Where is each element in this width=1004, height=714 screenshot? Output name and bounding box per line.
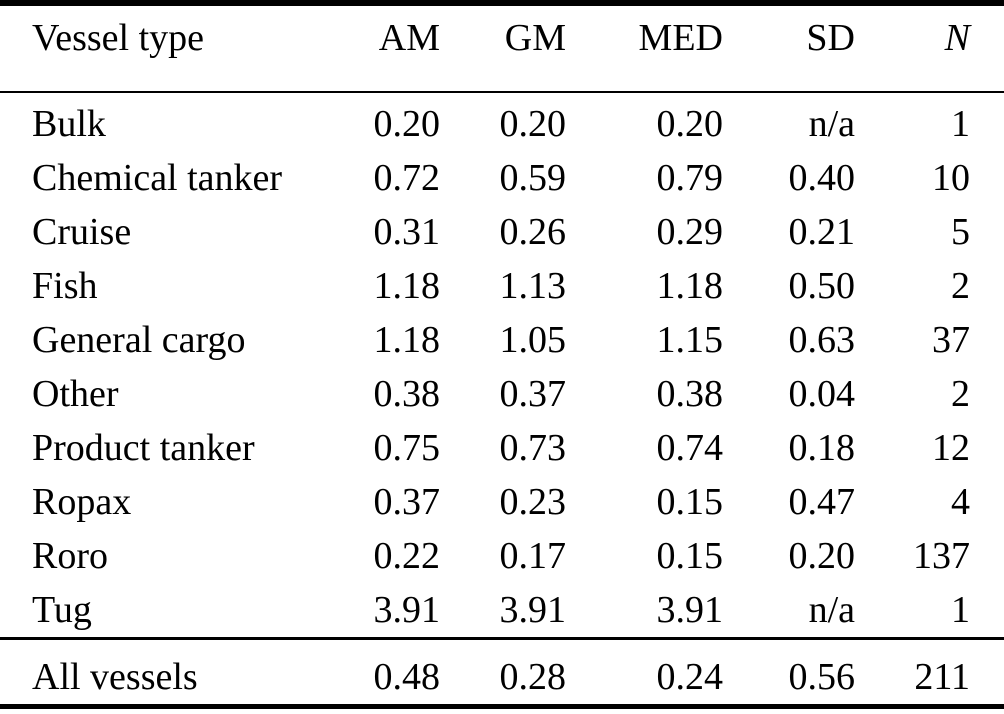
gm-cell: 0.73 <box>499 427 567 469</box>
table-row-other: Other 0.38 0.37 0.38 0.04 2 <box>0 367 1004 421</box>
med-cell: 0.20 <box>656 103 724 145</box>
vessel-type-cell: Ropax <box>32 481 132 523</box>
gm-cell: 1.05 <box>499 319 567 361</box>
sd-cell: n/a <box>808 103 855 145</box>
n-cell: 10 <box>932 157 970 199</box>
table-row-general-cargo: General cargo 1.18 1.05 1.15 0.63 37 <box>0 313 1004 367</box>
sd-cell: 0.56 <box>723 637 855 713</box>
table-body: Bulk 0.20 0.20 0.20 n/a 1 Chemical tanke… <box>0 92 1004 639</box>
vessel-type-cell: Fish <box>32 265 98 307</box>
vessel-type-cell: Roro <box>32 535 108 577</box>
n-cell: 12 <box>932 427 970 469</box>
n-cell: 211 <box>855 637 1004 713</box>
col-header-sd: SD <box>723 6 855 93</box>
med-cell: 0.24 <box>566 637 723 713</box>
col-header-n: N <box>855 6 1004 93</box>
sd-cell: 0.18 <box>788 427 856 469</box>
sd-cell: 0.04 <box>788 373 856 415</box>
gm-cell: 0.26 <box>499 211 567 253</box>
med-cell: 3.91 <box>656 589 724 631</box>
gm-cell: 0.37 <box>499 373 567 415</box>
am-cell: 0.48 <box>330 637 440 713</box>
am-cell: 0.37 <box>373 481 441 523</box>
med-cell: 0.79 <box>656 157 724 199</box>
am-cell: 0.31 <box>373 211 441 253</box>
gm-cell: 1.13 <box>499 265 567 307</box>
table-row-product-tanker: Product tanker 0.75 0.73 0.74 0.18 12 <box>0 421 1004 475</box>
gm-cell: 0.23 <box>499 481 567 523</box>
med-cell: 0.15 <box>656 535 724 577</box>
table-row-tug: Tug 3.91 3.91 3.91 n/a 1 <box>0 583 1004 639</box>
table-row-chemical-tanker: Chemical tanker 0.72 0.59 0.79 0.40 10 <box>0 151 1004 205</box>
col-header-vessel-type: Vessel type <box>0 6 330 93</box>
n-cell: 137 <box>913 535 970 577</box>
vessel-type-cell: Product tanker <box>32 427 255 469</box>
header-row: Vessel type AM GM MED SD N <box>0 6 1004 93</box>
med-cell: 0.74 <box>656 427 724 469</box>
n-cell: 2 <box>951 265 970 307</box>
gm-cell: 0.17 <box>499 535 567 577</box>
am-cell: 0.72 <box>373 157 441 199</box>
med-cell: 0.29 <box>656 211 724 253</box>
table-row-fish: Fish 1.18 1.13 1.18 0.50 2 <box>0 259 1004 313</box>
col-header-am: AM <box>330 6 440 93</box>
vessel-type-cell: General cargo <box>32 319 246 361</box>
n-cell: 2 <box>951 373 970 415</box>
gm-cell: 0.28 <box>440 637 566 713</box>
sd-cell: 0.47 <box>788 481 856 523</box>
sd-cell: 0.20 <box>788 535 856 577</box>
vessel-type-cell: Cruise <box>32 211 132 253</box>
table-row-ropax: Ropax 0.37 0.23 0.15 0.47 4 <box>0 475 1004 529</box>
med-cell: 0.15 <box>656 481 724 523</box>
vessel-type-cell: Chemical tanker <box>32 157 283 199</box>
sd-cell: 0.63 <box>788 319 856 361</box>
col-header-gm: GM <box>440 6 566 93</box>
med-cell: 1.15 <box>656 319 724 361</box>
sd-cell: 0.21 <box>788 211 856 253</box>
summary-row-all-vessels: All vessels 0.48 0.28 0.24 0.56 211 <box>0 637 1004 713</box>
table-row-cruise: Cruise 0.31 0.26 0.29 0.21 5 <box>0 205 1004 259</box>
med-cell: 0.38 <box>656 373 724 415</box>
vessel-type-cell: Bulk <box>32 103 106 145</box>
sd-cell: n/a <box>808 589 855 631</box>
n-cell: 4 <box>951 481 970 523</box>
col-header-med: MED <box>566 6 723 93</box>
n-cell: 1 <box>951 589 970 631</box>
gm-cell: 3.91 <box>499 589 567 631</box>
vessel-type-cell: Other <box>32 373 119 415</box>
sd-cell: 0.40 <box>788 157 856 199</box>
am-cell: 3.91 <box>373 589 441 631</box>
am-cell: 0.38 <box>373 373 441 415</box>
n-cell: 1 <box>951 103 970 145</box>
am-cell: 1.18 <box>373 319 441 361</box>
table-row-bulk: Bulk 0.20 0.20 0.20 n/a 1 <box>0 92 1004 151</box>
n-cell: 37 <box>932 319 970 361</box>
n-cell: 5 <box>951 211 970 253</box>
gm-cell: 0.59 <box>499 157 567 199</box>
table-row-roro: Roro 0.22 0.17 0.15 0.20 137 <box>0 529 1004 583</box>
am-cell: 1.18 <box>373 265 441 307</box>
vessel-type-cell: Tug <box>32 589 92 631</box>
vessel-statistics-table: Vessel type AM GM MED SD N Bulk 0.20 0.2… <box>0 6 1004 713</box>
vessel-type-cell: All vessels <box>0 637 330 713</box>
sd-cell: 0.50 <box>788 265 856 307</box>
gm-cell: 0.20 <box>499 103 567 145</box>
am-cell: 0.75 <box>373 427 441 469</box>
am-cell: 0.22 <box>373 535 441 577</box>
med-cell: 1.18 <box>656 265 724 307</box>
am-cell: 0.20 <box>373 103 441 145</box>
